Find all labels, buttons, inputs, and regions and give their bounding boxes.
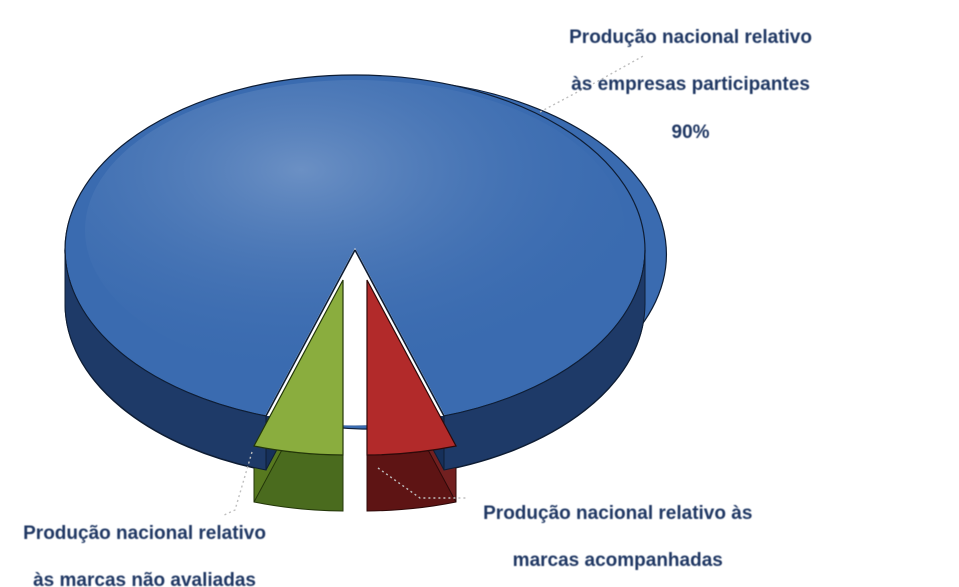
label-nao-avaliadas: Produção nacional relativo às marcas não… — [2, 498, 266, 587]
label-nao-avaliadas-line2: às marcas não avaliadas — [33, 570, 256, 587]
label-participantes-line3: 90% — [672, 122, 710, 143]
label-participantes: Produção nacional relativo às empresas p… — [548, 2, 812, 168]
label-acompanhadas-line1: Produção nacional relativo às — [483, 503, 752, 524]
label-acompanhadas: Produção nacional relativo às marcas aco… — [462, 478, 752, 587]
label-nao-avaliadas-line1: Produção nacional relativo — [23, 523, 266, 544]
pie-chart-3d: Produção nacional relativo às empresas p… — [0, 0, 959, 587]
label-participantes-line2: às empresas participantes — [571, 74, 810, 95]
label-participantes-line1: Produção nacional relativo — [569, 27, 812, 48]
label-acompanhadas-line2: marcas acompanhadas — [513, 550, 723, 571]
